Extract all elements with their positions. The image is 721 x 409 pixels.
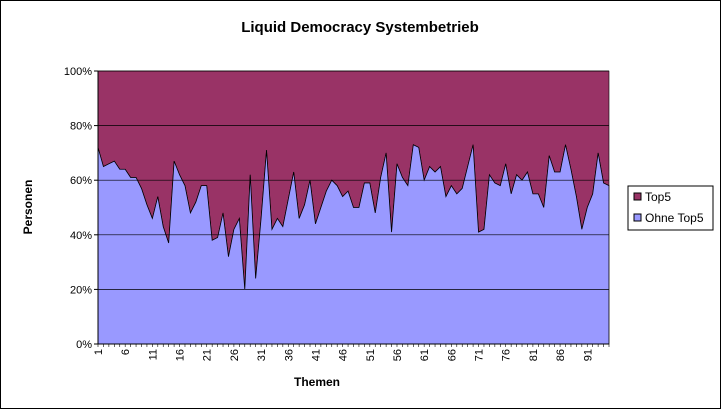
x-tick-label: 46 [338, 349, 350, 361]
x-tick-label: 81 [528, 349, 540, 361]
legend-box [627, 185, 714, 231]
x-tick-label: 76 [501, 349, 513, 361]
legend-label-top5: Top5 [645, 190, 671, 204]
x-tick-label: 71 [474, 349, 486, 361]
x-tick-label: 36 [283, 349, 295, 361]
x-tick-label: 16 [175, 349, 187, 361]
y-tick-label: 40% [70, 230, 92, 242]
y-tick-label: 20% [70, 284, 92, 296]
x-tick-label: 41 [310, 349, 322, 361]
x-tick-label: 6 [120, 349, 132, 355]
x-tick-label: 11 [147, 349, 159, 360]
x-tick-label: 56 [392, 349, 404, 361]
x-tick-label: 61 [419, 349, 431, 361]
legend-swatch-ohne-top5 [633, 213, 642, 222]
x-tick-label: 51 [365, 349, 377, 361]
x-tick-label: 26 [229, 349, 241, 361]
x-tick-label: 21 [202, 349, 214, 361]
area-ohne-top5 [97, 144, 610, 345]
x-tick-label: 31 [256, 349, 268, 361]
legend: Top5 Ohne Top5 [627, 185, 714, 231]
legend-swatch-top5 [633, 192, 642, 201]
y-tick-label: 80% [70, 121, 92, 133]
y-tick-label: 100% [64, 66, 92, 78]
x-tick-label: 66 [446, 349, 458, 361]
y-tick-label: 0% [76, 339, 92, 351]
x-axis-title: Themen [294, 375, 340, 389]
chart-title: Liquid Democracy Systembetrieb [241, 19, 479, 36]
x-tick-label: 86 [555, 349, 567, 361]
y-tick-label: 60% [70, 175, 92, 187]
x-tick-label: 91 [582, 349, 594, 361]
y-axis-title: Personen [21, 180, 35, 235]
x-tick-label: 1 [93, 349, 105, 355]
legend-label-ohne-top5: Ohne Top5 [645, 211, 704, 225]
